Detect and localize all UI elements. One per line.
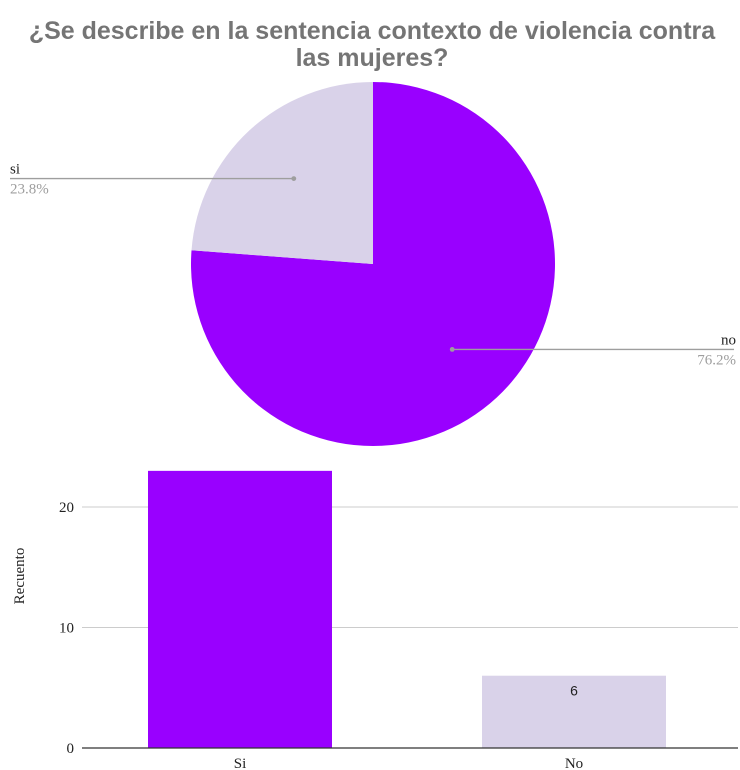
chart-title-line-2: las mujeres? [296,44,449,72]
bar-chart: 6 [148,470,666,748]
y-tick-label: 10 [59,621,74,637]
pie-slice-si [191,82,373,264]
pie-label-no: no [721,332,736,348]
pie-chart [191,82,556,446]
y-tick-label: 20 [59,500,74,516]
bar-axis: 0 10 20 Si No [59,500,738,770]
chart-title-line-1: ¿Se describe en la sentencia contexto de… [29,17,716,45]
pie-percent-si: 23.8% [10,182,49,198]
x-tick-label: Si [234,756,247,770]
pie-percent-no: 76.2% [697,352,736,368]
pie-leader-dot-no [449,347,455,352]
bar-no [482,675,666,748]
bar-si [148,470,332,748]
pie-slice-no [191,82,556,446]
y-axis-title: Recuento [12,548,28,605]
x-tick-label: No [565,756,583,770]
pie-labels: no 76.2% si 23.8% [10,162,736,368]
pie-label-si: si [10,162,20,178]
pie-leader-dot-si [291,176,297,181]
y-tick-label: 0 [67,741,75,757]
bar-data-label: 6 [570,683,578,699]
